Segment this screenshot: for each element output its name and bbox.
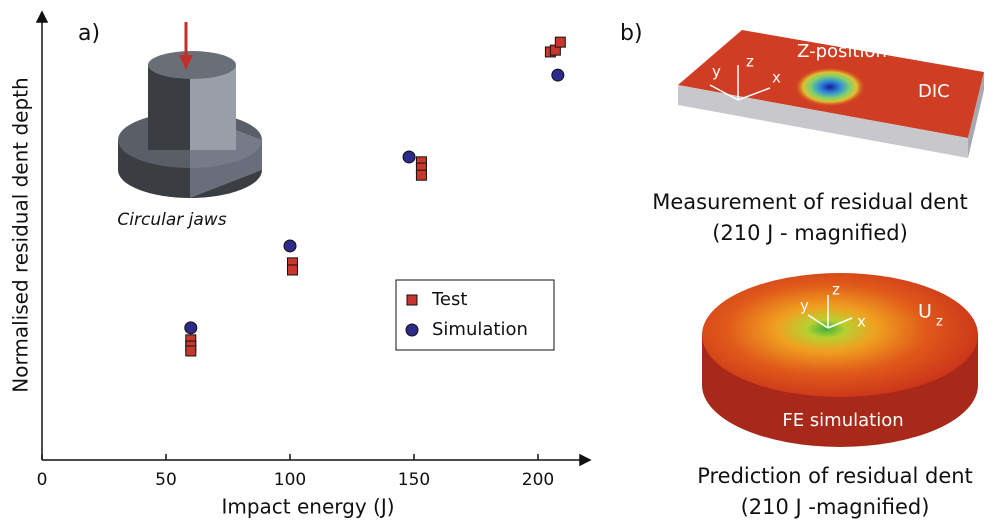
point: [286, 264, 298, 276]
quantity-subscript: z: [936, 315, 943, 330]
x-tick-label: 0: [37, 470, 48, 490]
legend-swatch: [406, 294, 418, 306]
panel-label: a): [78, 21, 100, 46]
inset-label: Circular jaws: [117, 210, 226, 230]
point: [554, 36, 566, 48]
x-tick-label: 150: [398, 470, 430, 490]
axis-letter: z: [832, 281, 840, 299]
axis-letter: x: [857, 313, 866, 331]
legend-label: Simulation: [432, 319, 528, 340]
point: [185, 345, 197, 357]
dic-image: [678, 30, 984, 158]
caption: (210 J -magnified): [741, 495, 930, 519]
point: [283, 239, 297, 253]
inset-jaws: [118, 22, 262, 198]
axes: [35, 10, 592, 467]
point: [402, 150, 416, 164]
x-tick-label: 100: [274, 470, 306, 490]
caption: (210 J - magnified): [712, 221, 908, 245]
fe-tag: FE simulation: [782, 410, 903, 431]
x-tick-label: 200: [522, 470, 554, 490]
legend-swatch: [405, 323, 419, 337]
point: [184, 321, 198, 335]
point: [415, 169, 427, 181]
dic-title: Z-position: [797, 41, 887, 62]
fe-image: [702, 273, 978, 447]
x-axis-label: Impact energy (J): [221, 495, 394, 519]
legend-label: Test: [431, 289, 467, 310]
axis-letter: x: [772, 69, 781, 87]
dic-axes: [709, 65, 771, 101]
fe-axes: [807, 295, 853, 329]
point: [551, 68, 565, 82]
caption: Measurement of residual dent: [652, 190, 967, 214]
axis-letter: y: [712, 63, 721, 81]
legend-box: [395, 279, 555, 351]
panel-label: b): [620, 21, 643, 46]
axis-letter: z: [746, 53, 754, 71]
caption: Prediction of residual dent: [697, 464, 973, 488]
dic-tag: DIC: [918, 81, 950, 102]
y-axis-label: Normalised residual dent depth: [9, 77, 33, 392]
quantity: U: [918, 301, 932, 323]
x-tick-label: 50: [155, 470, 177, 490]
axis-letter: y: [800, 297, 809, 315]
